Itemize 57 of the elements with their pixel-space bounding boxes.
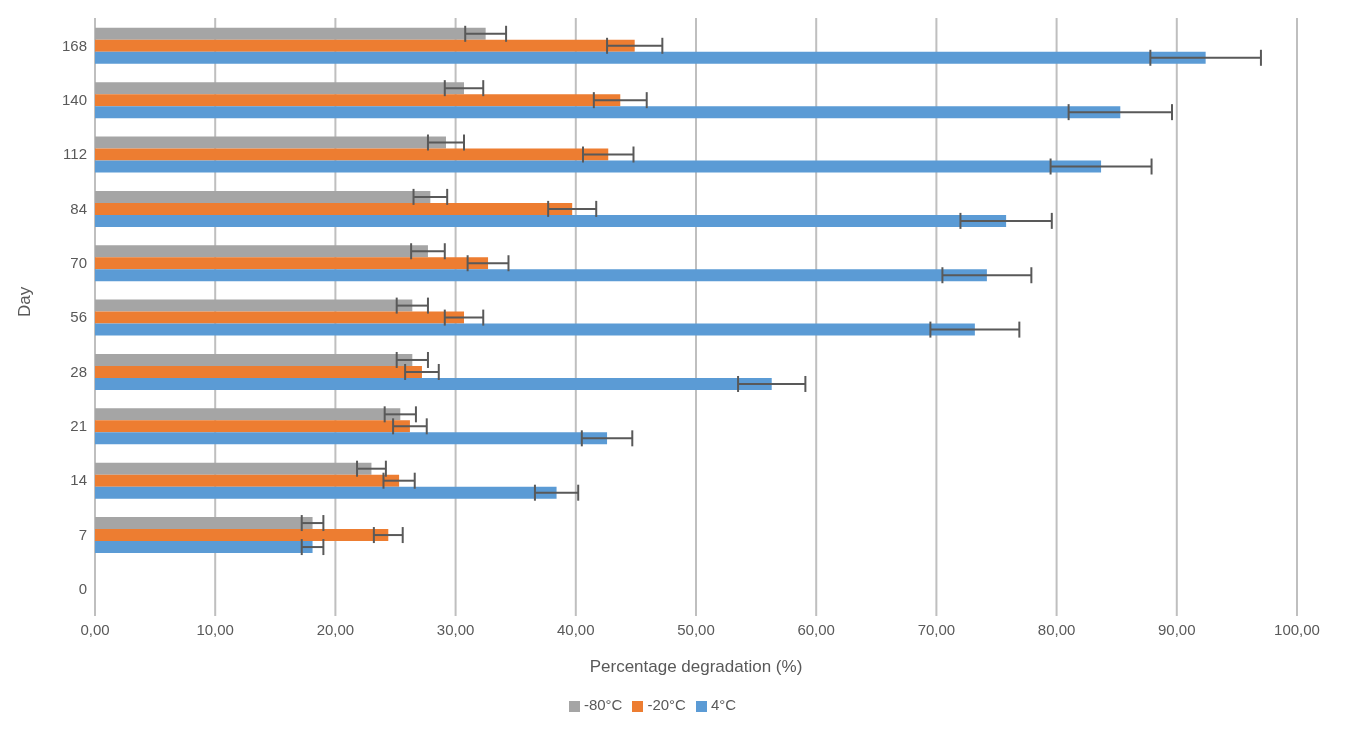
x-axis-title: Percentage degradation (%) (589, 657, 803, 676)
y-tick-label: 28 (70, 362, 87, 380)
bar (95, 82, 465, 95)
bar (95, 148, 609, 161)
bar (95, 365, 422, 378)
x-tick-label: 30,00 (436, 620, 475, 638)
y-tick-label: 7 (78, 525, 87, 543)
bar (95, 190, 431, 203)
y-tick-label: 140 (61, 90, 87, 108)
bar (95, 377, 772, 390)
x-tick-label: 70,00 (917, 620, 956, 638)
x-tick-label: 100,00 (1274, 620, 1320, 638)
bar (95, 311, 465, 324)
x-tick-label: 80,00 (1037, 620, 1076, 638)
y-axis-title: Day (15, 286, 35, 317)
bar (95, 257, 489, 270)
x-tick-label: 20,00 (316, 620, 355, 638)
x-tick-label: 0,00 (80, 620, 110, 638)
y-tick-label: 70 (70, 253, 87, 271)
bar (95, 27, 486, 40)
bar (95, 486, 557, 499)
bar (95, 160, 1102, 173)
bar (95, 214, 1007, 227)
bar (95, 529, 389, 542)
y-tick-label: 168 (61, 36, 87, 54)
legend-label: -80°C (583, 696, 623, 713)
y-tick-label: 14 (70, 471, 87, 489)
y-tick-label: 0 (78, 580, 87, 598)
bar (95, 323, 975, 336)
legend-label: -20°C (647, 696, 686, 713)
y-tick-label: 84 (70, 199, 87, 217)
bar (95, 541, 313, 554)
x-tick-label: 50,00 (677, 620, 715, 638)
bar (95, 269, 987, 282)
legend-label: 4°C (710, 696, 737, 713)
x-tick-label: 90,00 (1158, 620, 1196, 638)
bar (95, 299, 413, 312)
y-tick-label: 112 (63, 145, 87, 163)
bar (95, 462, 372, 475)
bar (95, 474, 400, 487)
x-tick-label: 60,00 (797, 620, 835, 638)
bar (95, 51, 1206, 64)
bar (95, 94, 621, 107)
x-tick-label: 40,00 (557, 620, 595, 638)
bar (95, 245, 428, 258)
bar (95, 517, 313, 530)
bar (95, 432, 608, 445)
y-tick-label: 56 (70, 308, 87, 326)
bar (95, 39, 635, 52)
y-tick-label: 21 (70, 417, 87, 435)
bar (95, 420, 410, 433)
bar (95, 202, 573, 215)
bar (95, 353, 413, 366)
x-tick-label: 10,00 (196, 620, 234, 638)
bar (95, 106, 1121, 119)
bar (95, 408, 401, 421)
bar (95, 136, 446, 149)
